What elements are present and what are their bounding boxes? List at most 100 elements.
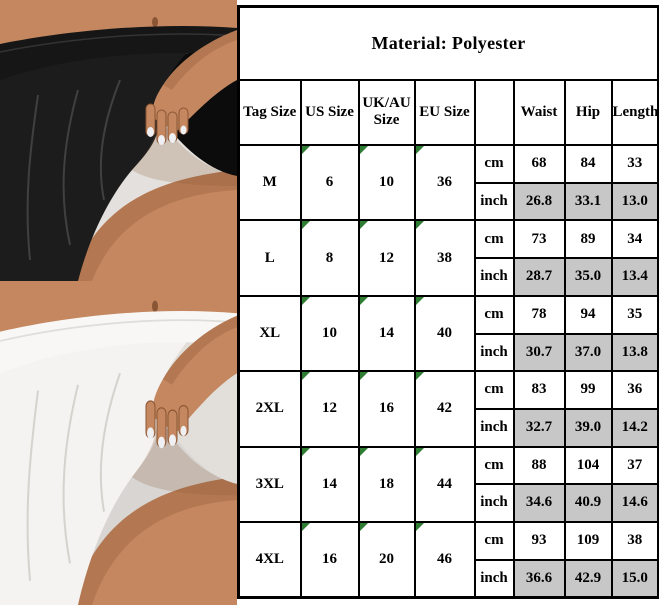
length-value-cell: 36 (610, 370, 659, 410)
length-value-cell: 13.8 (610, 332, 659, 373)
hip-value-cell: 84 (563, 144, 613, 184)
green-corner-flag-icon (302, 523, 310, 531)
green-corner-flag-icon (302, 222, 310, 230)
table-row: inch 28.7 35.0 13.4 (239, 257, 659, 297)
table-row: inch 26.8 33.1 13.0 (239, 181, 659, 222)
hip-value-cell: 40.9 (563, 483, 613, 523)
waist-value-cell: 28.7 (512, 257, 566, 297)
green-corner-flag-icon (302, 297, 310, 305)
waist-value-cell: 26.8 (512, 181, 566, 222)
col-header-length: Length (610, 78, 659, 147)
col-header-waist: Waist (512, 78, 566, 147)
unit-cell: inch (473, 181, 515, 222)
unit-cell: inch (473, 407, 515, 448)
green-corner-flag-icon (360, 222, 368, 230)
uk-au-size-cell: 10 (357, 144, 416, 222)
col-header-unit (473, 78, 515, 147)
hip-value-cell: 94 (563, 294, 613, 335)
unit-cell: inch (473, 558, 515, 599)
waist-value-cell: 83 (512, 370, 566, 410)
green-corner-flag-icon (416, 297, 424, 305)
waist-value-cell: 36.6 (512, 558, 566, 599)
waist-value-cell: 73 (512, 219, 566, 260)
black-skirt-product-photo (0, 0, 237, 281)
length-value-cell: 15.0 (610, 558, 659, 599)
table-row: inch 36.6 42.9 15.0 (239, 558, 659, 599)
waist-value-cell: 68 (512, 144, 566, 184)
eu-size-cell: 40 (413, 294, 476, 373)
green-corner-flag-icon (416, 147, 424, 155)
table-row: 4XL 16 20 46 cm 93 109 38 (237, 520, 659, 599)
waist-value-cell: 88 (512, 445, 566, 486)
hip-value-cell: 37.0 (563, 332, 613, 373)
hip-value-cell: 35.0 (563, 257, 613, 297)
green-corner-flag-icon (360, 523, 368, 531)
col-header-hip: Hip (563, 78, 613, 147)
waist-value-cell: 32.7 (512, 407, 566, 448)
us-size-cell: 16 (299, 520, 360, 599)
us-size-cell: 8 (299, 219, 360, 297)
unit-cell: cm (473, 219, 515, 260)
hip-value-cell: 42.9 (563, 558, 613, 599)
unit-cell: inch (473, 332, 515, 373)
col-header-eu-size: EU Size (413, 78, 476, 147)
green-corner-flag-icon (416, 523, 424, 531)
waist-value-cell: 93 (512, 520, 566, 561)
table-row: L 8 12 38 cm 73 89 34 (237, 219, 659, 297)
unit-cell: inch (473, 483, 515, 523)
table-row: inch 34.6 40.9 14.6 (239, 483, 659, 523)
eu-size-cell: 38 (413, 219, 476, 297)
length-value-cell: 33 (610, 144, 659, 184)
material-header-row: Material: Polyester (237, 5, 659, 81)
length-value-cell: 13.4 (610, 257, 659, 297)
col-header-us-size: US Size (299, 78, 360, 147)
table-row: XL 10 14 40 cm 78 94 35 (237, 294, 659, 373)
waist-value-cell: 34.6 (512, 483, 566, 523)
waist-value-cell: 30.7 (512, 332, 566, 373)
unit-cell: cm (473, 370, 515, 410)
uk-au-size-cell: 16 (357, 370, 416, 448)
green-corner-flag-icon (360, 373, 368, 381)
hip-value-cell: 33.1 (563, 181, 613, 222)
col-header-uk-au-size: UK/AU Size (357, 78, 416, 147)
white-skirt-product-photo (0, 281, 237, 605)
length-value-cell: 14.2 (610, 407, 659, 448)
green-corner-flag-icon (360, 448, 368, 456)
eu-size-cell: 44 (413, 445, 476, 523)
green-corner-flag-icon (416, 448, 424, 456)
green-corner-flag-icon (360, 147, 368, 155)
table-row: M 6 10 36 cm 68 84 33 (237, 144, 659, 222)
green-corner-flag-icon (416, 373, 424, 381)
length-value-cell: 35 (610, 294, 659, 335)
eu-size-cell: 42 (413, 370, 476, 448)
tag-size-cell: L (237, 219, 302, 297)
product-photos-column (0, 0, 237, 605)
size-chart-table: Material: Polyester Tag Size US Size UK/… (237, 5, 659, 599)
us-size-cell: 12 (299, 370, 360, 448)
table-row: inch 32.7 39.0 14.2 (239, 407, 659, 448)
hip-value-cell: 109 (563, 520, 613, 561)
uk-au-size-cell: 12 (357, 219, 416, 297)
tag-size-cell: XL (237, 294, 302, 373)
tag-size-cell: 3XL (237, 445, 302, 523)
unit-cell: cm (473, 520, 515, 561)
unit-cell: cm (473, 445, 515, 486)
unit-cell: inch (473, 257, 515, 297)
length-value-cell: 13.0 (610, 181, 659, 222)
col-header-tag-size: Tag Size (237, 78, 302, 147)
us-size-cell: 6 (299, 144, 360, 222)
us-size-cell: 10 (299, 294, 360, 373)
unit-cell: cm (473, 144, 515, 184)
uk-au-size-cell: 20 (357, 520, 416, 599)
tag-size-cell: 4XL (237, 520, 302, 599)
material-title: Material: Polyester (237, 5, 659, 81)
green-corner-flag-icon (302, 448, 310, 456)
tag-size-cell: 2XL (237, 370, 302, 448)
us-size-cell: 14 (299, 445, 360, 523)
hip-value-cell: 99 (563, 370, 613, 410)
length-value-cell: 14.6 (610, 483, 659, 523)
uk-au-size-cell: 18 (357, 445, 416, 523)
table-row: 3XL 14 18 44 cm 88 104 37 (237, 445, 659, 523)
unit-cell: cm (473, 294, 515, 335)
